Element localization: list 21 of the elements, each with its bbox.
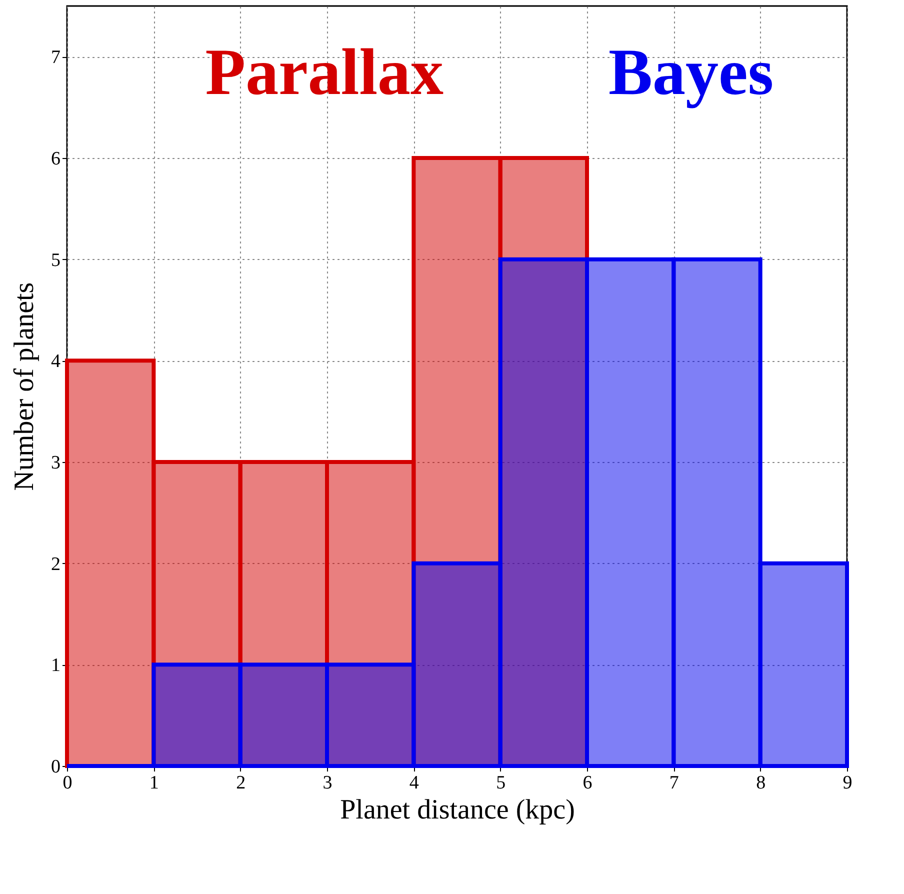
- series-label: Parallax: [205, 36, 444, 109]
- x-tick-label: 4: [409, 772, 420, 794]
- y-tick-label: 6: [51, 148, 60, 170]
- x-tick-label: 7: [669, 772, 679, 794]
- x-tick-label: 3: [322, 772, 332, 794]
- y-tick-label: 4: [51, 351, 61, 372]
- y-tick-label: 1: [51, 655, 60, 676]
- y-tick-label: 5: [51, 250, 60, 271]
- y-axis-title: Number of planets: [9, 282, 40, 491]
- y-tick-label: 3: [51, 452, 60, 474]
- x-tick-label: 1: [149, 772, 159, 794]
- x-tick-label: 2: [236, 772, 246, 794]
- y-tick-label: 2: [51, 554, 60, 575]
- y-tick-label: 0: [51, 756, 60, 778]
- text: Bayes: [608, 36, 774, 109]
- x-tick-label: 8: [756, 772, 766, 794]
- y-tick-label: 7: [51, 47, 60, 68]
- x-tick-label: 5: [496, 772, 506, 794]
- x-axis-title: Planet distance (kpc): [340, 794, 575, 826]
- x-tick-label: 9: [842, 772, 852, 794]
- x-tick-label: 6: [582, 772, 592, 794]
